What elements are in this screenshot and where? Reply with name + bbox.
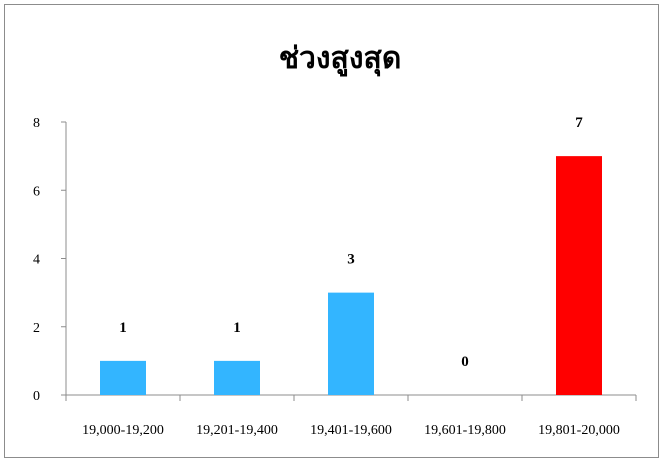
data-label-3: 3 [347,252,355,268]
y-axis-ticks: 0 2 4 6 8 [33,116,66,404]
y-tick-label: 2 [33,321,40,336]
x-tick-label: 19,401-19,600 [310,423,392,438]
x-axis-ticks [65,395,637,401]
y-tick-label: 6 [33,184,40,199]
x-tick-label: 19,000-19,200 [82,423,164,438]
bar-2 [214,360,260,395]
data-label-2: 1 [233,320,241,336]
x-tick-label: 19,201-19,400 [196,423,278,438]
bars-group [100,156,602,395]
chart-title: ช่วงสูงสุด [279,41,402,77]
bar-1 [100,360,146,395]
x-tick-label: 19,801-20,000 [538,423,620,438]
data-label-4: 0 [461,354,469,370]
y-tick-label: 8 [33,116,40,131]
x-tick-label: 19,601-19,800 [424,423,506,438]
y-tick-label: 4 [33,253,40,268]
bar-5 [556,156,602,395]
y-tick-label: 0 [33,389,40,404]
data-label-1: 1 [119,320,127,336]
bar-3 [328,292,374,395]
data-label-5: 7 [575,115,583,131]
x-tick-labels-group: 19,000-19,200 19,201-19,400 19,401-19,600 1… [82,423,620,438]
data-labels-group: 1 1 3 0 7 [119,115,583,370]
